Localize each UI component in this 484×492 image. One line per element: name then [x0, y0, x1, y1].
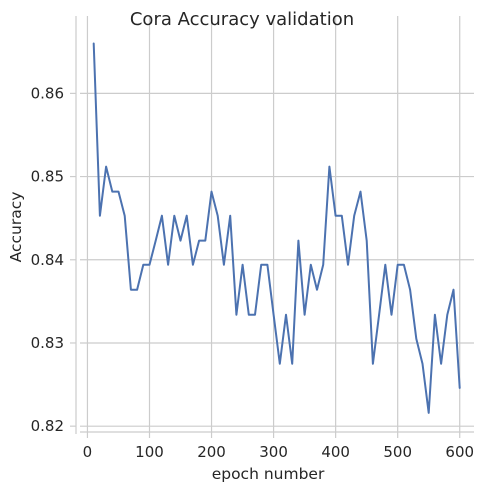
grid	[80, 16, 474, 432]
x-tick-label: 0	[83, 443, 93, 461]
x-tick-label: 300	[259, 443, 288, 461]
series-group	[92, 42, 461, 414]
series-line	[92, 42, 461, 414]
x-tick-label: 500	[383, 443, 412, 461]
y-tick-label: 0.85	[31, 168, 64, 186]
y-tick-label: 0.84	[31, 251, 64, 269]
x-tick-label: 200	[197, 443, 226, 461]
y-tick-label: 0.86	[31, 84, 64, 102]
x-ticks: 0 100 200 300 400 500 600	[83, 432, 474, 461]
y-tick-label: 0.82	[31, 417, 64, 435]
y-axis-title: Accuracy	[7, 192, 25, 263]
x-tick-label: 100	[135, 443, 164, 461]
x-tick-label: 600	[445, 443, 474, 461]
x-axis-title: epoch number	[212, 465, 325, 483]
y-ticks: 0.82 0.83 0.84 0.85 0.86	[31, 84, 76, 435]
chart-title: Cora Accuracy validation	[130, 9, 354, 30]
x-tick-label: 400	[321, 443, 350, 461]
axes	[75, 16, 474, 434]
y-tick-label: 0.83	[31, 334, 64, 352]
